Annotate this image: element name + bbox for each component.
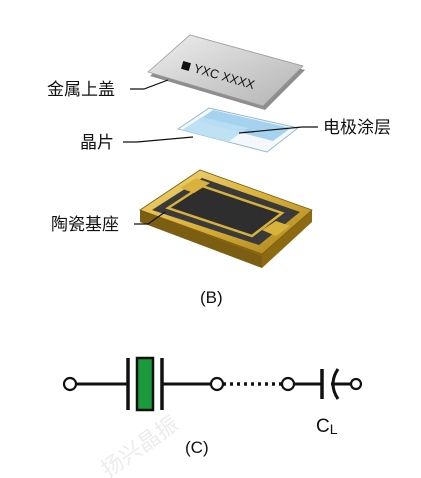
leader-electrode-coating <box>238 126 318 134</box>
base-pad <box>262 221 290 236</box>
leader-metal-lid <box>130 79 169 90</box>
caption-c: (C) <box>185 438 209 457</box>
base-pad <box>180 178 210 193</box>
metal-lid: YXC XXXX <box>147 34 305 110</box>
label-electrode-coating: 电极涂层 <box>323 118 391 138</box>
ceramic-base <box>139 169 313 268</box>
leader-ceramic-base <box>134 211 166 225</box>
capacitor-label-main: C <box>316 416 330 437</box>
terminal-node <box>209 376 225 392</box>
base-seal-ring <box>165 184 285 238</box>
label-crystal-chip: 晶片 <box>80 133 114 153</box>
watermark-text: 扬兴晶振 <box>97 412 183 478</box>
terminal-node <box>280 376 296 392</box>
capacitor-label-sub: L <box>330 421 338 437</box>
crystal-body-icon <box>135 356 155 412</box>
crystal-circuit <box>62 356 363 412</box>
label-metal-lid: 金属上盖 <box>47 80 115 100</box>
capacitor-label: CL <box>316 416 338 437</box>
watermark: 扬兴晶振 <box>97 412 183 478</box>
crystal-chip <box>176 107 300 153</box>
label-ceramic-base: 陶瓷基座 <box>51 215 119 235</box>
caption-b: (B) <box>200 288 223 307</box>
electrode-coating-top <box>197 110 291 141</box>
leader-crystal-chip <box>123 136 194 143</box>
terminal-node <box>62 376 78 392</box>
terminal-node <box>349 377 363 391</box>
electrode-coating-bottom <box>182 117 248 142</box>
lid-marking-square <box>181 61 191 71</box>
